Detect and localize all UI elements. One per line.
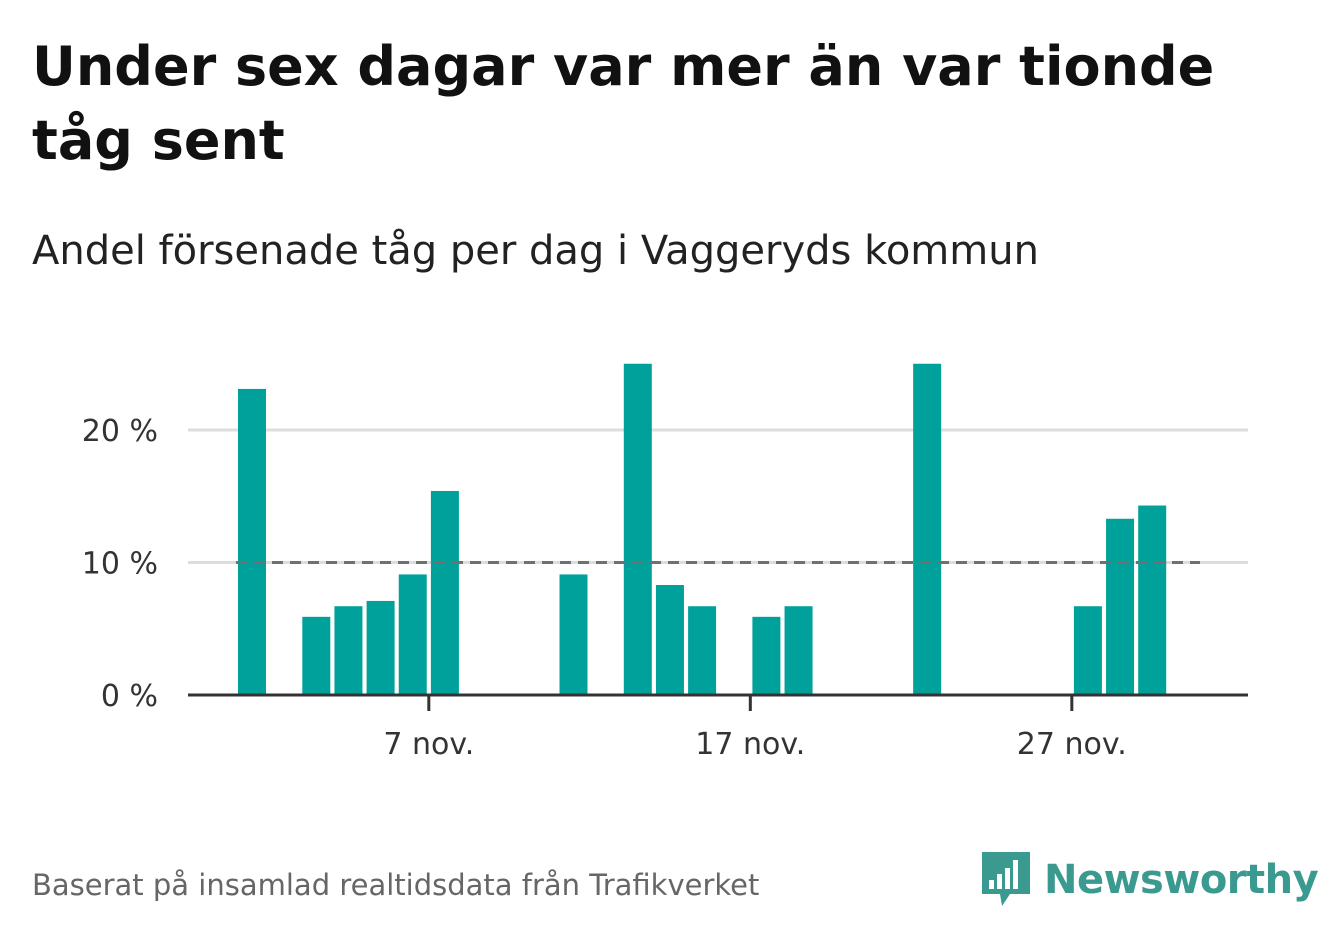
chart-subtitle: Andel försenade tåg per dag i Vaggeryds …	[32, 228, 1039, 274]
bar	[1073, 606, 1102, 695]
gridlines	[188, 428, 1248, 564]
x-tick-label: 27 nov.	[1017, 727, 1127, 762]
bar	[655, 585, 684, 695]
chart-title: Under sex dagar var mer än var tionde tå…	[32, 35, 1215, 172]
source-note: Baserat på insamlad realtidsdata från Tr…	[32, 868, 760, 902]
bar	[366, 600, 395, 695]
axes: 0 % 10 % 20 % 7 nov. 17 nov. 27 nov.	[82, 414, 1248, 762]
bars	[238, 363, 1167, 695]
bar	[238, 388, 266, 695]
x-tick-label: 7 nov.	[383, 727, 474, 762]
bar	[913, 363, 942, 695]
bar	[398, 574, 427, 695]
newsworthy-logo: Newsworthy	[980, 850, 1319, 910]
y-tick-label: 0 %	[101, 679, 158, 714]
x-tick-label: 17 nov.	[695, 727, 805, 762]
bar	[1106, 518, 1135, 695]
bar	[688, 606, 717, 695]
bar	[559, 574, 588, 695]
bar	[784, 606, 813, 695]
chart-bubble-icon	[982, 852, 1030, 906]
y-tick-label: 10 %	[82, 547, 158, 582]
bar	[623, 363, 652, 695]
y-tick-label: 20 %	[82, 414, 158, 449]
bar	[752, 616, 781, 695]
bar	[334, 606, 363, 695]
bar	[430, 490, 459, 695]
brand-name: Newsworthy	[1044, 857, 1319, 903]
bar	[1138, 505, 1167, 695]
bar	[302, 616, 331, 695]
